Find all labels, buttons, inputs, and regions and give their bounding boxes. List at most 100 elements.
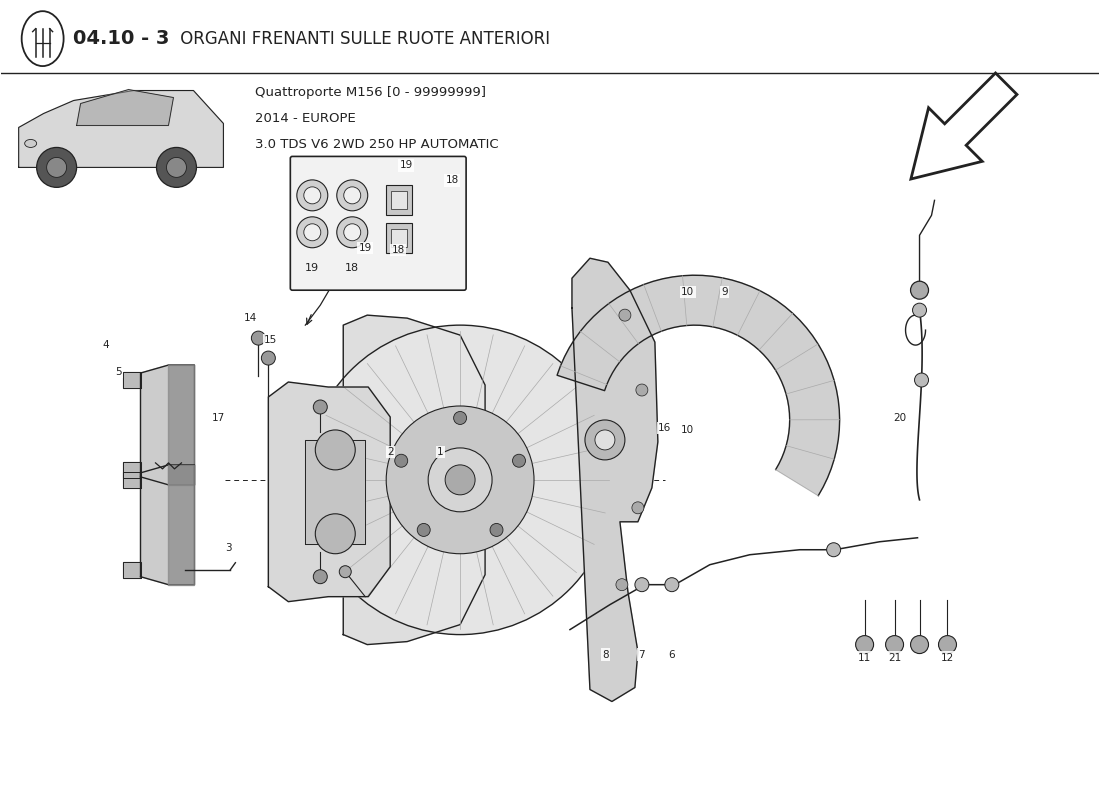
Text: 04.10 - 3: 04.10 - 3	[73, 29, 169, 48]
Text: 9: 9	[722, 287, 728, 297]
Circle shape	[297, 217, 328, 248]
Circle shape	[344, 187, 361, 204]
Text: 18: 18	[392, 246, 405, 255]
Text: 10: 10	[681, 287, 694, 297]
Bar	[392, 230, 407, 247]
Text: ORGANI FRENANTI SULLE RUOTE ANTERIORI: ORGANI FRENANTI SULLE RUOTE ANTERIORI	[176, 30, 551, 48]
Text: Quattroporte M156 [0 - 99999999]: Quattroporte M156 [0 - 99999999]	[255, 86, 486, 99]
Polygon shape	[141, 365, 195, 485]
Circle shape	[938, 635, 957, 654]
Circle shape	[339, 566, 351, 578]
Circle shape	[314, 570, 328, 584]
Circle shape	[856, 635, 873, 654]
Text: 15: 15	[264, 335, 277, 345]
Ellipse shape	[24, 139, 36, 147]
Polygon shape	[572, 258, 658, 702]
Circle shape	[314, 400, 328, 414]
Circle shape	[636, 384, 648, 396]
Circle shape	[635, 578, 649, 592]
Circle shape	[337, 217, 367, 248]
Circle shape	[631, 502, 644, 514]
Circle shape	[664, 578, 679, 592]
Bar	[386, 223, 412, 254]
Circle shape	[316, 514, 355, 554]
Circle shape	[453, 411, 466, 425]
Text: 17: 17	[212, 413, 226, 423]
Text: 19: 19	[399, 161, 412, 170]
Text: 11: 11	[858, 653, 871, 662]
Circle shape	[451, 504, 462, 515]
Circle shape	[262, 351, 275, 365]
Text: 18: 18	[446, 175, 459, 186]
Circle shape	[46, 158, 67, 178]
Bar	[386, 186, 412, 215]
Polygon shape	[122, 462, 141, 478]
Text: 20: 20	[893, 413, 906, 423]
Polygon shape	[122, 472, 141, 488]
Text: 19: 19	[305, 263, 319, 274]
Text: 5: 5	[116, 367, 122, 377]
Text: 8: 8	[603, 650, 609, 659]
Circle shape	[914, 373, 928, 387]
Circle shape	[513, 454, 526, 467]
Circle shape	[827, 542, 840, 557]
Polygon shape	[557, 275, 839, 496]
Circle shape	[911, 282, 928, 299]
Circle shape	[428, 448, 492, 512]
Polygon shape	[19, 90, 223, 167]
Text: 16: 16	[658, 423, 671, 433]
Circle shape	[619, 309, 631, 321]
Circle shape	[316, 430, 355, 470]
Polygon shape	[306, 440, 365, 544]
Polygon shape	[77, 90, 174, 126]
Circle shape	[304, 224, 321, 241]
Circle shape	[252, 331, 265, 345]
Circle shape	[886, 635, 903, 654]
Polygon shape	[343, 315, 485, 645]
Circle shape	[166, 158, 187, 178]
Circle shape	[595, 430, 615, 450]
Circle shape	[348, 445, 359, 456]
Circle shape	[297, 180, 328, 211]
Polygon shape	[911, 73, 1018, 179]
Text: 19: 19	[359, 243, 372, 254]
Polygon shape	[268, 382, 390, 602]
Text: 7: 7	[639, 650, 646, 659]
FancyBboxPatch shape	[290, 157, 466, 290]
Text: 10: 10	[681, 425, 694, 435]
Polygon shape	[168, 465, 195, 585]
Text: 12: 12	[940, 653, 954, 662]
Text: 18: 18	[345, 263, 360, 274]
Circle shape	[451, 445, 462, 456]
Circle shape	[446, 465, 475, 495]
Circle shape	[306, 325, 615, 634]
Circle shape	[36, 147, 77, 187]
Circle shape	[417, 523, 430, 537]
Text: 6: 6	[669, 650, 675, 659]
Bar	[392, 191, 407, 210]
Polygon shape	[122, 562, 141, 578]
Text: 3: 3	[226, 542, 232, 553]
Circle shape	[616, 578, 628, 590]
Polygon shape	[141, 465, 195, 585]
Text: 3.0 TDS V6 2WD 250 HP AUTOMATIC: 3.0 TDS V6 2WD 250 HP AUTOMATIC	[255, 138, 499, 151]
Text: 14: 14	[244, 313, 257, 323]
Text: 1: 1	[437, 447, 443, 457]
Circle shape	[913, 303, 926, 317]
Circle shape	[911, 635, 928, 654]
Circle shape	[156, 147, 197, 187]
Circle shape	[386, 406, 534, 554]
Text: 21: 21	[888, 653, 901, 662]
Text: 4: 4	[102, 340, 109, 350]
Circle shape	[344, 224, 361, 241]
Polygon shape	[122, 372, 141, 388]
Circle shape	[337, 180, 367, 211]
Circle shape	[395, 454, 408, 467]
Circle shape	[490, 523, 503, 537]
Text: 2: 2	[387, 447, 394, 457]
Polygon shape	[168, 365, 195, 485]
Text: 2014 - EUROPE: 2014 - EUROPE	[255, 112, 356, 125]
Circle shape	[348, 504, 359, 515]
Circle shape	[585, 420, 625, 460]
Circle shape	[304, 187, 321, 204]
